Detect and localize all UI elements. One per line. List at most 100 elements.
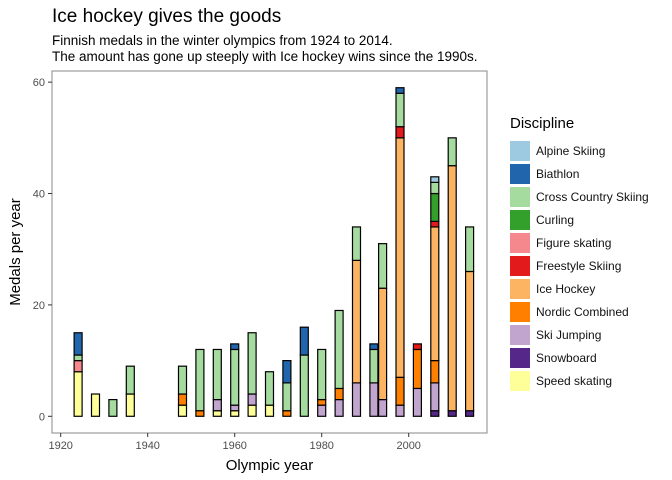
legend-swatch [510, 209, 530, 230]
x-axis-label: Olympic year [226, 457, 314, 474]
legend-label: Snowboard [536, 350, 597, 365]
legend-item-figure-skating: Figure skating [510, 231, 649, 254]
bar-segment-2006-ice-hockey [430, 226, 440, 362]
bar-segment-1984-nordic-combined [334, 387, 344, 401]
y-tick-label: 20 [33, 300, 45, 312]
x-tick-label: 1980 [309, 440, 333, 452]
legend-swatch [510, 140, 530, 161]
bar-segment-1976-biathlon [299, 326, 309, 356]
subtitle-line-2: The amount has gone up steeply with Ice … [52, 49, 478, 64]
bar-segment-1998-ice-hockey [395, 137, 405, 378]
bar-segment-2014-cross-country-skiing [465, 226, 475, 273]
bar-segment-1932-cross-country-skiing [108, 398, 118, 417]
bar-segment-1992-biathlon [369, 343, 379, 351]
legend-label: Freestyle Skiing [536, 258, 622, 273]
bar-segment-1976-cross-country-skiing [299, 354, 309, 417]
chart-subtitle: Finnish medals in the winter olympics fr… [52, 33, 478, 65]
y-axis-label: Medals per year [7, 198, 24, 306]
legend-swatch [510, 163, 530, 184]
bar-segment-1980-ski-jumping [317, 404, 327, 417]
legend-item-nordic-combined: Nordic Combined [510, 300, 649, 323]
bar-segment-1964-speed-skating [247, 404, 257, 417]
bar-segment-1994-cross-country-skiing [378, 243, 388, 289]
bar-segment-1956-cross-country-skiing [212, 348, 222, 401]
bar-segment-1948-nordic-combined [177, 393, 188, 406]
bar-segment-1956-speed-skating [212, 410, 222, 417]
legend-swatch [510, 370, 530, 391]
bar-segment-1924-biathlon [73, 332, 83, 356]
bar-segment-1984-cross-country-skiing [334, 309, 344, 390]
legend-item-alpine-skiing: Alpine Skiing [510, 139, 649, 162]
bar-segment-1988-cross-country-skiing [351, 226, 362, 261]
bar-segment-2010-cross-country-skiing [447, 137, 457, 167]
bar-segment-1964-cross-country-skiing [247, 332, 257, 395]
bar-segment-2014-snowboard [465, 410, 475, 417]
legend-label: Curling [536, 212, 575, 227]
bar-segment-1992-cross-country-skiing [369, 348, 379, 384]
legend-label: Cross Country Skiing [536, 189, 649, 204]
bar-segment-2006-curling [430, 192, 440, 222]
y-tick-label: 0 [39, 411, 45, 423]
bar-segment-1948-cross-country-skiing [177, 365, 188, 395]
bar-segment-1924-speed-skating [73, 371, 83, 417]
bar-segment-1960-biathlon [230, 343, 240, 351]
bar-segment-2006-snowboard [430, 410, 440, 417]
legend-item-cross-country-skiing: Cross Country Skiing [510, 185, 649, 208]
bar-segment-1980-nordic-combined [317, 398, 327, 406]
bar-segment-2006-freestyle-skiing [430, 220, 440, 228]
legend-label: Figure skating [536, 235, 612, 250]
legend-item-snowboard: Snowboard [510, 346, 649, 369]
bar-segment-1994-ice-hockey [378, 287, 388, 401]
legend-swatch [510, 347, 530, 368]
bar-segment-1928-speed-skating [90, 393, 101, 417]
legend-label: Speed skating [536, 373, 613, 388]
bar-segment-1924-figure-skating [73, 360, 83, 373]
bar-segment-2014-ice-hockey [465, 270, 475, 412]
bar-segment-2002-freestyle-skiing [412, 343, 422, 351]
legend-item-biathlon: Biathlon [510, 162, 649, 185]
bar-segment-2006-alpine-skiing [430, 176, 440, 183]
bar-segment-1960-speed-skating [230, 410, 240, 417]
legend-swatch [510, 232, 530, 253]
y-tick-label: 60 [33, 77, 45, 89]
bar-segment-1988-ice-hockey [351, 259, 362, 384]
bar-segment-1998-freestyle-skiing [395, 126, 405, 139]
bar-segment-1952-nordic-combined [195, 410, 205, 417]
bar-segment-1980-cross-country-skiing [317, 348, 327, 401]
bar-segment-1988-ski-jumping [351, 382, 362, 417]
y-tick-label: 40 [33, 189, 45, 201]
bar-segment-1984-ski-jumping [334, 398, 344, 417]
bar-segment-1968-speed-skating [264, 404, 275, 417]
bar-segment-1960-cross-country-skiing [230, 348, 240, 406]
subtitle-line-1: Finnish medals in the winter olympics fr… [52, 33, 393, 48]
bar-segment-1972-biathlon [282, 360, 292, 384]
legend-label: Ski Jumping [536, 327, 602, 342]
bar-segment-1998-nordic-combined [395, 376, 405, 406]
legend-title: Discipline [510, 115, 575, 132]
bar-segment-2010-snowboard [447, 410, 457, 417]
bar-segment-1994-ski-jumping [378, 398, 388, 417]
x-tick-label: 2000 [396, 440, 420, 452]
bar-segment-1998-biathlon [395, 87, 405, 94]
bar-segment-2002-ski-jumping [412, 387, 422, 417]
bar-segment-1960-ski-jumping [230, 404, 240, 412]
bar-segment-1972-cross-country-skiing [282, 382, 292, 412]
legend-label: Biathlon [536, 166, 580, 181]
legend: Discipline Alpine Skiing Biathlon Cross Co… [510, 115, 649, 392]
legend-items: Alpine Skiing Biathlon Cross Country Skiin… [510, 139, 649, 392]
chart-title: Ice hockey gives the goods [52, 6, 282, 27]
legend-item-ski-jumping: Ski Jumping [510, 323, 649, 346]
bar-segment-1998-ski-jumping [395, 404, 405, 417]
legend-swatch [510, 301, 530, 322]
legend-item-freestyle-skiing: Freestyle Skiing [510, 254, 649, 277]
bar-segment-1936-speed-skating [125, 393, 135, 417]
legend-item-ice-hockey: Ice Hockey [510, 277, 649, 300]
bar-segment-1968-cross-country-skiing [264, 371, 275, 406]
x-tick-label: 1920 [48, 440, 72, 452]
bar-segment-2006-cross-country-skiing [430, 181, 440, 195]
bar-segment-1972-nordic-combined [282, 410, 292, 417]
bar-segment-2010-ice-hockey [447, 165, 457, 412]
legend-item-curling: Curling [510, 208, 649, 231]
legend-item-speed-skating: Speed skating [510, 369, 649, 392]
